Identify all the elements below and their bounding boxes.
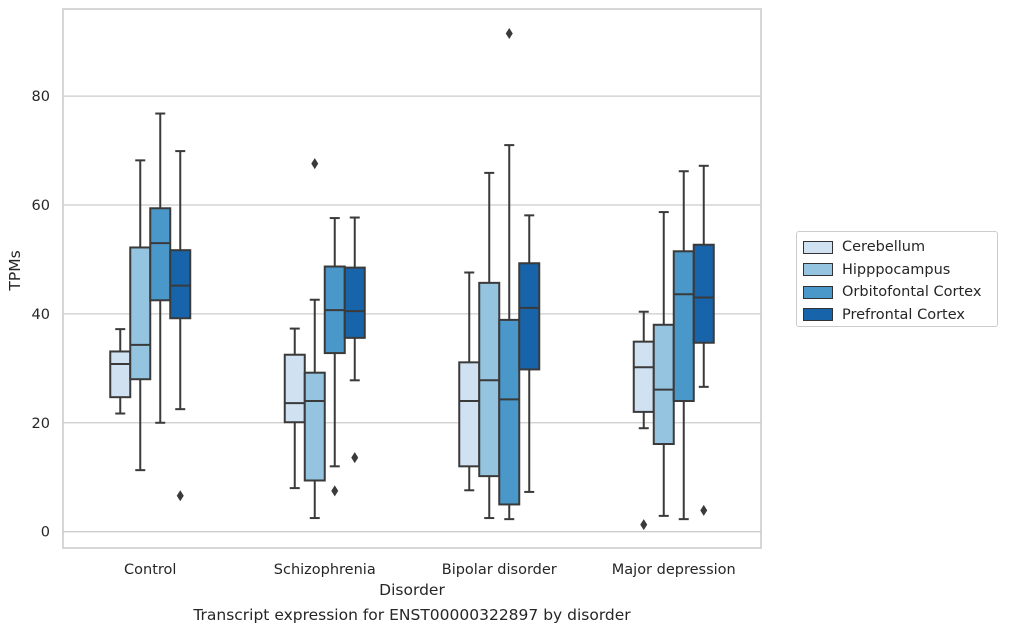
box-iqr: [672, 250, 695, 402]
outlier-point: [176, 490, 184, 502]
x-tick-label: Schizophrenia: [274, 562, 376, 578]
box-orbitofontal-cortex: [323, 217, 346, 497]
box-iqr: [129, 246, 152, 381]
outlier-point: [700, 504, 708, 516]
box-iqr: [109, 350, 132, 399]
box-hipppocampus: [478, 171, 501, 520]
y-tick-label: 60: [32, 198, 50, 214]
box-iqr: [343, 266, 366, 339]
y-tick-label: 80: [32, 89, 50, 105]
box-cerebellum: [109, 328, 132, 415]
box-orbitofontal-cortex: [672, 170, 695, 521]
box-iqr: [283, 353, 306, 424]
x-tick-label: Bipolar disorder: [442, 562, 557, 578]
box-cerebellum: [632, 310, 655, 531]
outlier-point: [331, 485, 339, 497]
legend-item: Hipppocampus: [803, 259, 997, 282]
x-axis-ticks: Control Schizophrenia Bipolar disorder Majo…: [124, 562, 736, 578]
box-cerebellum: [283, 327, 306, 490]
legend-label: Prefrontal Cortex: [842, 306, 965, 323]
box-prefrontal-cortex: [692, 164, 715, 516]
legend-item: Cerebellum: [803, 236, 997, 259]
box-hipppocampus: [303, 158, 326, 520]
legend-item: Orbitofontal Cortex: [803, 281, 997, 304]
box-iqr: [632, 340, 655, 413]
box-hipppocampus: [129, 159, 152, 472]
box-iqr: [692, 243, 715, 344]
legend-label: Orbitofontal Cortex: [842, 284, 982, 301]
box-iqr: [149, 207, 172, 302]
legend-label: Cerebellum: [842, 239, 926, 256]
outlier-point: [505, 28, 513, 39]
legend-label: Hipppocampus: [842, 261, 951, 278]
y-axis-label: TPMs: [6, 250, 24, 291]
plot-area-frame: [62, 8, 762, 549]
outlier-point: [351, 452, 359, 464]
box-iqr: [303, 371, 326, 482]
box-iqr: [498, 318, 521, 506]
legend-swatch: [803, 263, 833, 277]
x-tick-label: Major depression: [612, 562, 736, 578]
box-plot-series: [109, 28, 715, 531]
y-tick-label: 40: [32, 307, 50, 323]
box-iqr: [652, 323, 675, 446]
y-axis-ticks: 0 20 40 60 80: [32, 89, 50, 541]
legend-swatch: [803, 240, 833, 254]
box-orbitofontal-cortex: [498, 28, 521, 521]
x-axis-label: Disorder: [379, 581, 445, 599]
gridlines: [63, 95, 761, 533]
box-prefrontal-cortex: [169, 150, 192, 502]
box-prefrontal-cortex: [343, 216, 366, 464]
legend-swatch: [803, 308, 833, 322]
box-hipppocampus: [652, 211, 675, 517]
box-iqr: [169, 249, 192, 320]
legend-swatch: [803, 285, 833, 299]
box-orbitofontal-cortex: [149, 112, 172, 424]
box-prefrontal-cortex: [518, 214, 541, 493]
x-tick-label: Control: [124, 562, 176, 578]
legend: Cerebellum Hipppocampus Orbitofontal Corte…: [796, 231, 998, 327]
legend-item: Prefrontal Cortex: [803, 304, 997, 327]
chart-caption: Transcript expression for ENST0000032289…: [193, 606, 631, 624]
box-iqr: [458, 361, 481, 468]
y-tick-label: 0: [41, 525, 50, 541]
box-cerebellum: [458, 271, 481, 492]
y-tick-label: 20: [32, 416, 50, 432]
box-iqr: [518, 262, 541, 371]
outlier-point: [311, 158, 319, 170]
outlier-point: [640, 519, 648, 531]
